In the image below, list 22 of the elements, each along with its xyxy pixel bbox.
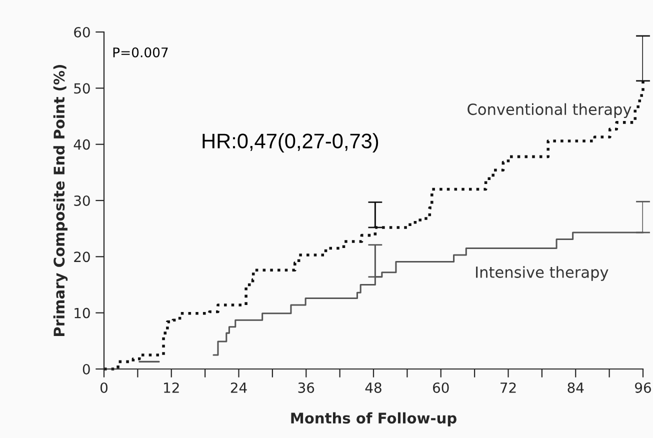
annotation: HR:0,47(0,27-0,73) [202, 133, 378, 153]
series-label: Conventional therapy [468, 103, 632, 118]
x-tick-label: 12 [164, 382, 179, 393]
y-axis-title: Primary Composite End Point (%) [53, 64, 68, 336]
y-tick-label: 10 [74, 308, 90, 318]
x-axis-title: Months of Follow-up [291, 412, 456, 426]
annotation: P=0.007 [113, 47, 168, 58]
series-label: Intensive therapy [476, 266, 608, 281]
y-tick-label: 50 [74, 83, 90, 94]
x-tick-label: 72 [500, 382, 516, 393]
y-tick-label: 0 [82, 364, 90, 374]
x-tick-label: 36 [298, 382, 314, 393]
y-tick-label: 30 [74, 195, 90, 206]
x-tick-label: 0 [100, 382, 108, 393]
y-tick-label: 60 [74, 26, 90, 38]
y-tick-label: 40 [74, 139, 90, 150]
x-tick-label: 84 [568, 382, 584, 393]
y-tick-label: 20 [74, 252, 90, 262]
x-tick-label: 96 [635, 382, 651, 393]
x-tick-label: 24 [230, 382, 247, 393]
x-tick-label: 48 [365, 382, 382, 393]
x-tick-label: 60 [433, 382, 449, 393]
